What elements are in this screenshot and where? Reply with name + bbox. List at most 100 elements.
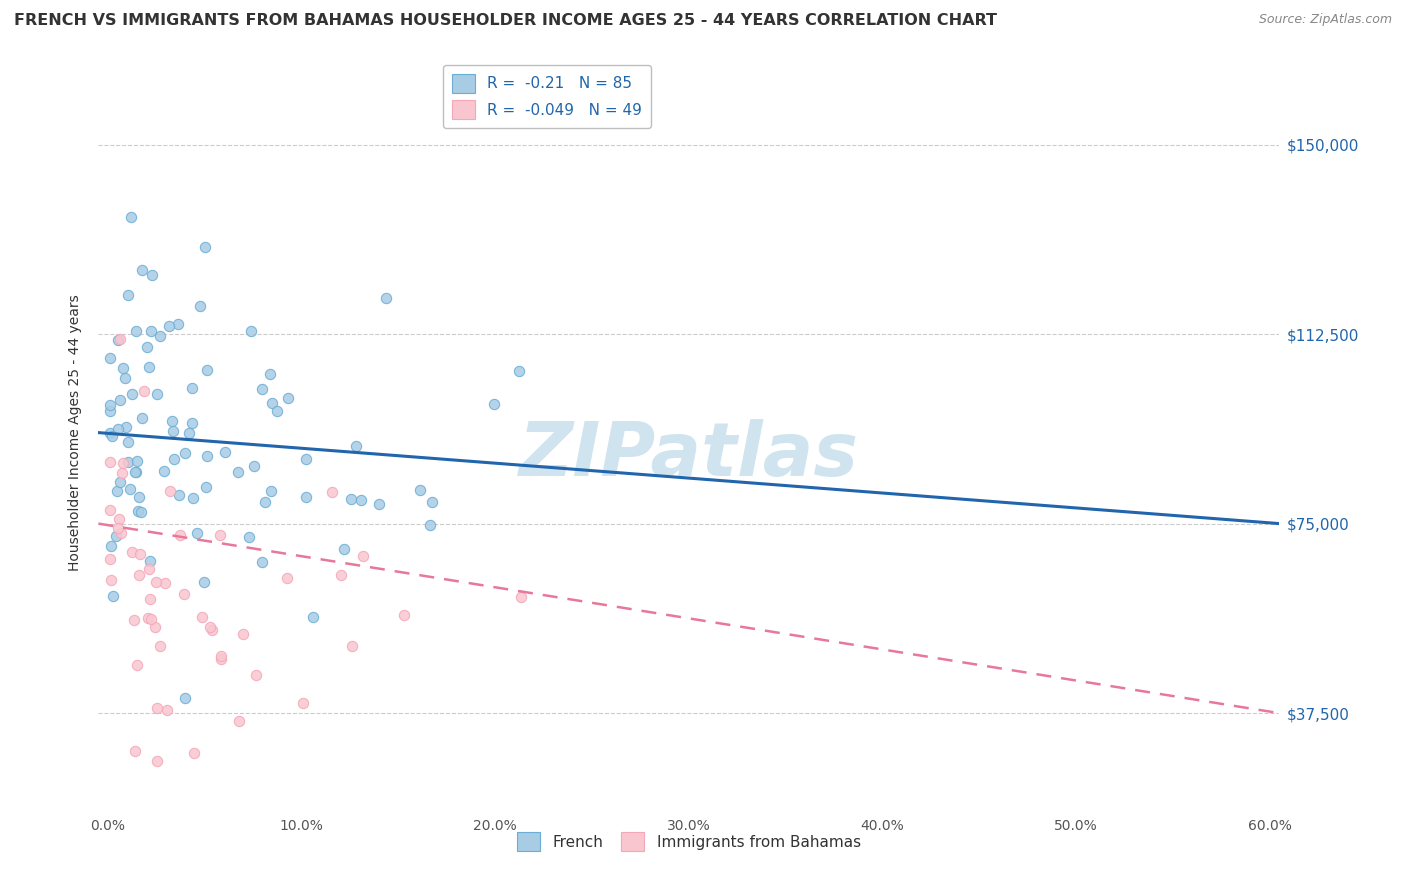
Point [181,381,204,395]
Point [201,623,224,637]
Point [329,567,352,582]
Point [163,452,186,467]
Point [125,657,148,672]
Point [117,455,139,469]
Point [419,517,441,532]
Point [344,439,367,453]
Point [139,612,162,626]
Point [98,502,121,516]
Point [100,539,122,553]
Point [350,493,373,508]
Point [112,361,135,376]
Point [209,528,232,542]
Point [153,465,176,479]
Point [114,419,136,434]
Point [193,574,215,589]
Point [146,387,169,401]
Point [254,495,277,509]
Point [98,426,121,441]
Point [148,640,170,654]
Point [153,575,176,590]
Point [194,479,217,493]
Point [112,456,135,470]
Point [105,484,128,499]
Point [228,714,250,728]
Point [100,351,122,366]
Point [195,449,218,463]
Point [291,696,314,710]
Point [101,590,124,604]
Point [125,465,148,479]
Point [128,490,150,504]
Point [131,263,153,277]
Point [352,549,374,563]
Point [117,434,139,449]
Point [145,574,167,589]
Text: ZIPatlas: ZIPatlas [519,419,859,491]
Point [121,545,143,559]
Point [98,398,121,412]
Point [129,505,152,519]
Point [156,703,179,717]
Point [120,210,142,224]
Point [250,556,273,570]
Point [121,387,143,401]
Point [173,587,195,601]
Point [214,445,236,459]
Point [141,268,163,282]
Point [340,491,363,506]
Y-axis label: Householder Income Ages 25 - 44 years: Householder Income Ages 25 - 44 years [69,294,83,571]
Point [136,611,159,625]
Point [141,324,163,338]
Point [134,384,156,398]
Point [209,651,232,665]
Point [117,288,139,302]
Point [125,325,148,339]
Point [131,411,153,425]
Point [302,610,325,624]
Point [409,483,432,497]
Point [124,744,146,758]
Point [243,459,266,474]
Point [124,465,146,479]
Point [143,620,166,634]
Point [122,613,145,627]
Point [100,573,122,587]
Point [200,620,222,634]
Point [422,495,444,509]
Point [139,554,162,568]
Point [114,371,136,385]
Point [173,445,195,459]
Legend: French, Immigrants from Bahamas: French, Immigrants from Bahamas [510,826,868,857]
Point [186,526,208,541]
Point [340,640,363,654]
Point [138,360,160,375]
Point [266,404,288,418]
Point [209,648,232,663]
Point [321,484,343,499]
Point [100,428,122,442]
Point [139,592,162,607]
Point [127,454,149,468]
Point [98,552,121,566]
Point [98,455,121,469]
Point [482,397,505,411]
Point [105,529,128,543]
Point [128,547,150,561]
Point [509,591,531,605]
Point [188,299,211,313]
Point [128,567,150,582]
Point [108,512,131,526]
Point [111,466,134,480]
Point [392,607,415,622]
Point [177,426,200,441]
Point [238,530,260,544]
Point [145,754,167,768]
Point [108,392,131,407]
Text: Source: ZipAtlas.com: Source: ZipAtlas.com [1258,13,1392,27]
Text: FRENCH VS IMMIGRANTS FROM BAHAMAS HOUSEHOLDER INCOME AGES 25 - 44 YEARS CORRELAT: FRENCH VS IMMIGRANTS FROM BAHAMAS HOUSEH… [14,13,997,29]
Point [260,483,283,498]
Point [167,317,190,331]
Point [138,562,160,576]
Point [107,521,129,535]
